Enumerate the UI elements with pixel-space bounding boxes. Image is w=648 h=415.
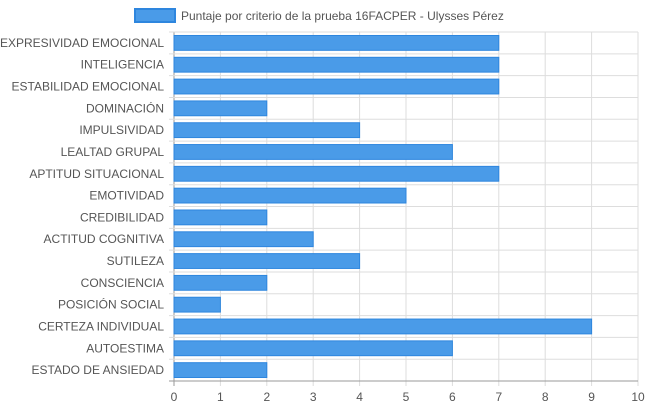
category-label: INTELIGENCIA — [81, 58, 164, 72]
category-label: ACTITUD COGNITIVA — [44, 232, 164, 246]
category-label: AUTOESTIMA — [86, 341, 164, 355]
category-label: CERTEZA INDIVIDUAL — [38, 319, 164, 333]
category-label: EXPRESIVIDAD EMOCIONAL — [0, 36, 164, 50]
bar[interactable] — [173, 318, 593, 335]
bar[interactable] — [173, 34, 500, 51]
bar[interactable] — [173, 296, 221, 313]
bar[interactable] — [173, 231, 314, 248]
x-tick-label: 4 — [356, 390, 363, 404]
bar[interactable] — [173, 362, 268, 379]
category-label: SUTILEZA — [107, 254, 164, 268]
bar[interactable] — [173, 122, 361, 139]
x-tick-label: 7 — [495, 390, 502, 404]
category-label: ESTABILIDAD EMOCIONAL — [12, 80, 165, 94]
category-label: CONSCIENCIA — [81, 276, 164, 290]
bar[interactable] — [173, 209, 268, 226]
x-tick-label: 9 — [588, 390, 595, 404]
y-axis-labels: EXPRESIVIDAD EMOCIONAL INTELIGENCIA ESTABI… — [0, 36, 164, 377]
legend[interactable]: Puntaje por criterio de la prueba 16FACP… — [134, 8, 504, 23]
bar[interactable] — [173, 56, 500, 73]
bar[interactable] — [173, 144, 453, 160]
category-label: ESTADO DE ANSIEDAD — [32, 363, 165, 377]
category-label: APTITUD SITUACIONAL — [29, 167, 164, 181]
category-label: DOMINACIÓN — [86, 100, 164, 115]
bars — [173, 34, 593, 379]
legend-label[interactable]: Puntaje por criterio de la prueba 16FACP… — [181, 9, 504, 23]
category-label: CREDIBILIDAD — [80, 210, 164, 224]
x-axis-labels: 0 1 2 3 4 5 6 7 8 9 10 — [171, 390, 645, 404]
bar[interactable] — [173, 340, 453, 357]
bar[interactable] — [173, 100, 268, 117]
bar[interactable] — [173, 274, 268, 291]
x-tick-label: 1 — [217, 390, 224, 404]
legend-swatch[interactable] — [134, 8, 176, 23]
bar[interactable] — [173, 187, 407, 204]
category-label: EMOTIVIDAD — [89, 189, 164, 203]
category-label: POSICIÓN SOCIAL — [58, 297, 164, 312]
x-tick-label: 10 — [631, 390, 645, 404]
bar[interactable] — [173, 165, 500, 182]
x-tick-label: 5 — [403, 390, 410, 404]
category-label: IMPULSIVIDAD — [79, 123, 164, 137]
x-tick-label: 2 — [263, 390, 270, 404]
x-tick-label: 0 — [171, 390, 178, 404]
x-tick-label: 3 — [310, 390, 317, 404]
bar[interactable] — [173, 253, 361, 269]
x-tick-label: 6 — [449, 390, 456, 404]
x-tick-label: 8 — [542, 390, 549, 404]
category-label: LEALTAD GRUPAL — [61, 145, 165, 159]
bar[interactable] — [173, 78, 500, 95]
